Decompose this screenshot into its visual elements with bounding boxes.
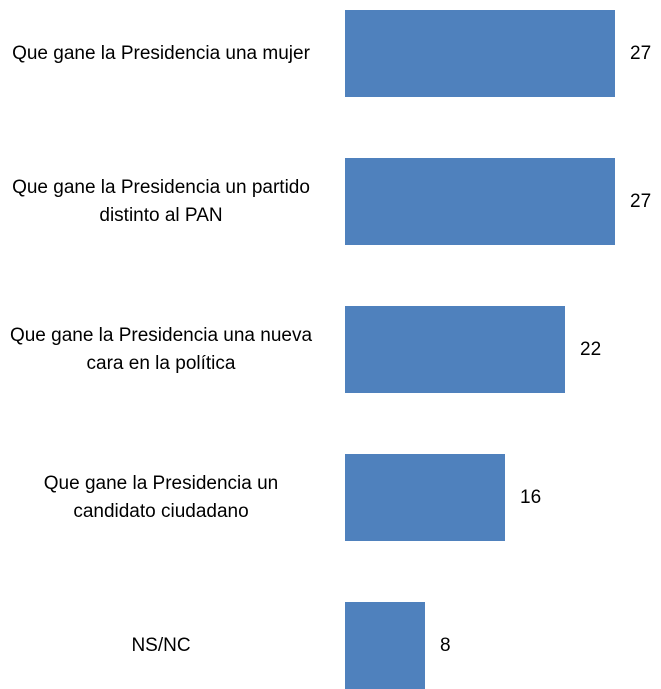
bar [345, 454, 505, 541]
value-label: 27 [630, 42, 652, 64]
value-label: 8 [440, 634, 451, 656]
value-label: 16 [520, 486, 542, 508]
value-label: 22 [580, 338, 602, 360]
category-label: Que gane la Presidencia una nueva cara e… [9, 324, 313, 374]
value-label: 27 [630, 190, 652, 212]
bar [345, 10, 615, 97]
category-label: Que gane la Presidencia un candidato ciu… [43, 472, 279, 522]
bar [345, 602, 425, 689]
category-label: Que gane la Presidencia una mujer [12, 42, 310, 64]
bar [345, 306, 565, 393]
category-label: NS/NC [131, 634, 191, 656]
category-label: Que gane la Presidencia un partido disti… [12, 176, 310, 226]
bar [345, 158, 615, 245]
